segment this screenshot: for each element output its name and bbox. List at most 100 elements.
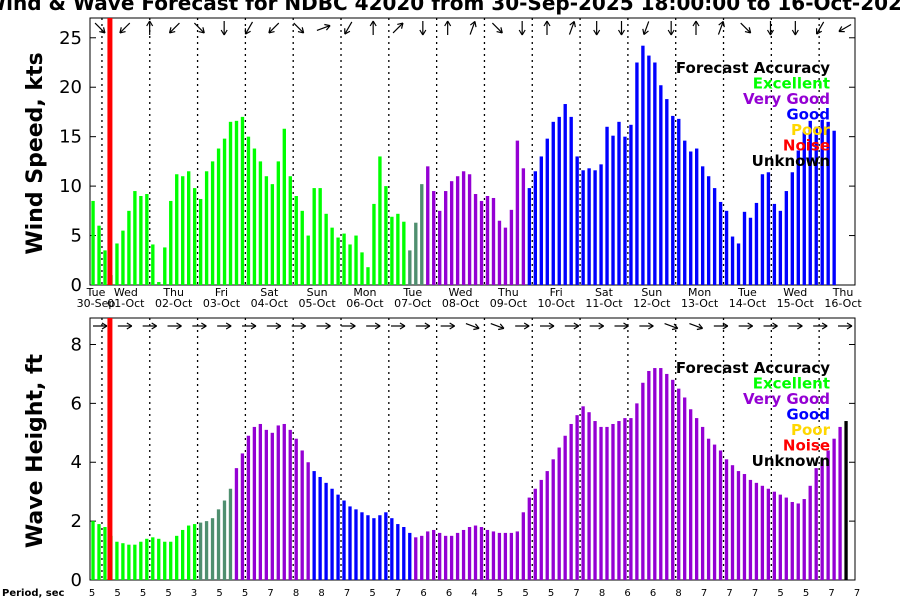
wind-bar (641, 45, 645, 285)
wave-bar (748, 479, 753, 580)
wave-bar (683, 397, 687, 580)
wind-bar (402, 221, 406, 285)
wave-bar (497, 532, 502, 580)
wave-bar (754, 482, 759, 580)
wind-bar (420, 184, 424, 285)
direction-arrow-icon (639, 322, 654, 330)
wind-bar (551, 121, 555, 285)
wind-bar (491, 197, 496, 285)
period-value: 6 (624, 588, 630, 599)
direction-arrow-icon (568, 20, 576, 35)
legend-title: Forecast Accuracy (676, 59, 830, 77)
arrow-shaft (392, 22, 404, 34)
arrow-head (397, 22, 404, 29)
y-tick-label: 0 (71, 275, 82, 296)
wave-bar (826, 450, 830, 580)
day-of-week-label: Wed (449, 286, 473, 299)
arrow-head (772, 322, 778, 330)
wind-bar (294, 196, 298, 285)
direction-arrow-icon (740, 22, 752, 34)
wave-bar (515, 531, 520, 580)
direction-arrow-icon (217, 322, 232, 330)
arrow-head (543, 20, 551, 27)
arrow-head (250, 322, 257, 330)
arrow-head (696, 323, 704, 331)
wave-bar (151, 537, 155, 580)
wave-bar (473, 525, 478, 580)
arrow-head (146, 20, 154, 27)
wave-bar (246, 435, 251, 580)
wave-bar (485, 529, 490, 580)
wave-bar (551, 459, 555, 580)
direction-arrow-icon (266, 322, 282, 330)
wave-bar (175, 535, 179, 580)
wind-bar (820, 119, 824, 285)
wind-bar (503, 227, 508, 285)
wave-bar (790, 501, 794, 580)
wind-bar (97, 225, 101, 285)
period-value: 5 (114, 588, 120, 599)
wave-bar (449, 535, 454, 580)
arrow-head (642, 28, 649, 36)
period-row: 5 5 5 5 3 5 5 7 8 8 7 5 7 6 6 4 5 5 5 7 8 6 6 8 7 7 7 5 5 7 7 (89, 588, 860, 599)
arrow-head (201, 322, 207, 330)
arrow-shaft (490, 323, 505, 329)
direction-arrow-icon (664, 323, 679, 331)
arrow-shaft (94, 22, 106, 34)
arrow-head (419, 29, 427, 36)
date-label: 06-Oct (346, 297, 384, 310)
wave-bar (133, 544, 137, 580)
wave-bar (509, 532, 514, 580)
wind-bar (306, 235, 310, 285)
wind-bar (378, 156, 382, 285)
direction-arrow-icon (838, 23, 852, 33)
arrow-head (297, 27, 305, 34)
wind-bar (677, 118, 681, 285)
direction-arrow-icon (440, 322, 455, 330)
day-of-week-label: Tue (86, 286, 106, 299)
wind-bar (497, 220, 502, 285)
wind-bar (659, 85, 663, 285)
wave-bar (808, 485, 812, 580)
wave-bar (665, 373, 669, 580)
date-label: 12-Oct (633, 297, 671, 310)
wave-bar (545, 471, 549, 580)
wind-bar (485, 196, 490, 285)
wind-bar (342, 233, 346, 285)
arrow-head (449, 322, 455, 330)
wind-bar (204, 171, 209, 285)
wind-bar (300, 210, 304, 285)
legend-entry: Noise (783, 137, 830, 155)
wave-bar (814, 468, 818, 580)
wind-bar (187, 171, 191, 285)
arrow-head (667, 29, 675, 36)
date-label: 13-Oct (681, 297, 719, 310)
y-tick-label: 6 (71, 393, 82, 414)
direction-arrow-icon (515, 322, 530, 330)
period-value: 7 (267, 588, 273, 599)
wind-bar (730, 236, 735, 285)
direction-arrow-icon (341, 322, 356, 330)
direction-arrow-icon (589, 322, 604, 330)
wave-bar (276, 425, 280, 580)
wind-bar (539, 156, 543, 285)
wind-bar (587, 168, 591, 285)
wind-bar (288, 176, 292, 285)
wind-bar (449, 181, 454, 285)
legend-entry: Poor (791, 421, 831, 439)
wave-y-axis-label: Wave Height, ft (23, 353, 48, 548)
wind-bar (163, 247, 167, 285)
legend-title: Forecast Accuracy (676, 359, 830, 377)
wind-bar (139, 196, 143, 285)
wave-bar (647, 370, 651, 580)
wind-bar (360, 252, 364, 285)
direction-arrow-icon (738, 322, 753, 330)
arrow-head (648, 322, 654, 330)
wave-bar (784, 497, 788, 580)
wave-bar (396, 524, 400, 580)
wind-bar (103, 250, 107, 285)
date-label: 08-Oct (442, 297, 480, 310)
period-value: 7 (828, 588, 834, 599)
wind-bar (569, 116, 573, 285)
wave-bar (443, 535, 448, 580)
